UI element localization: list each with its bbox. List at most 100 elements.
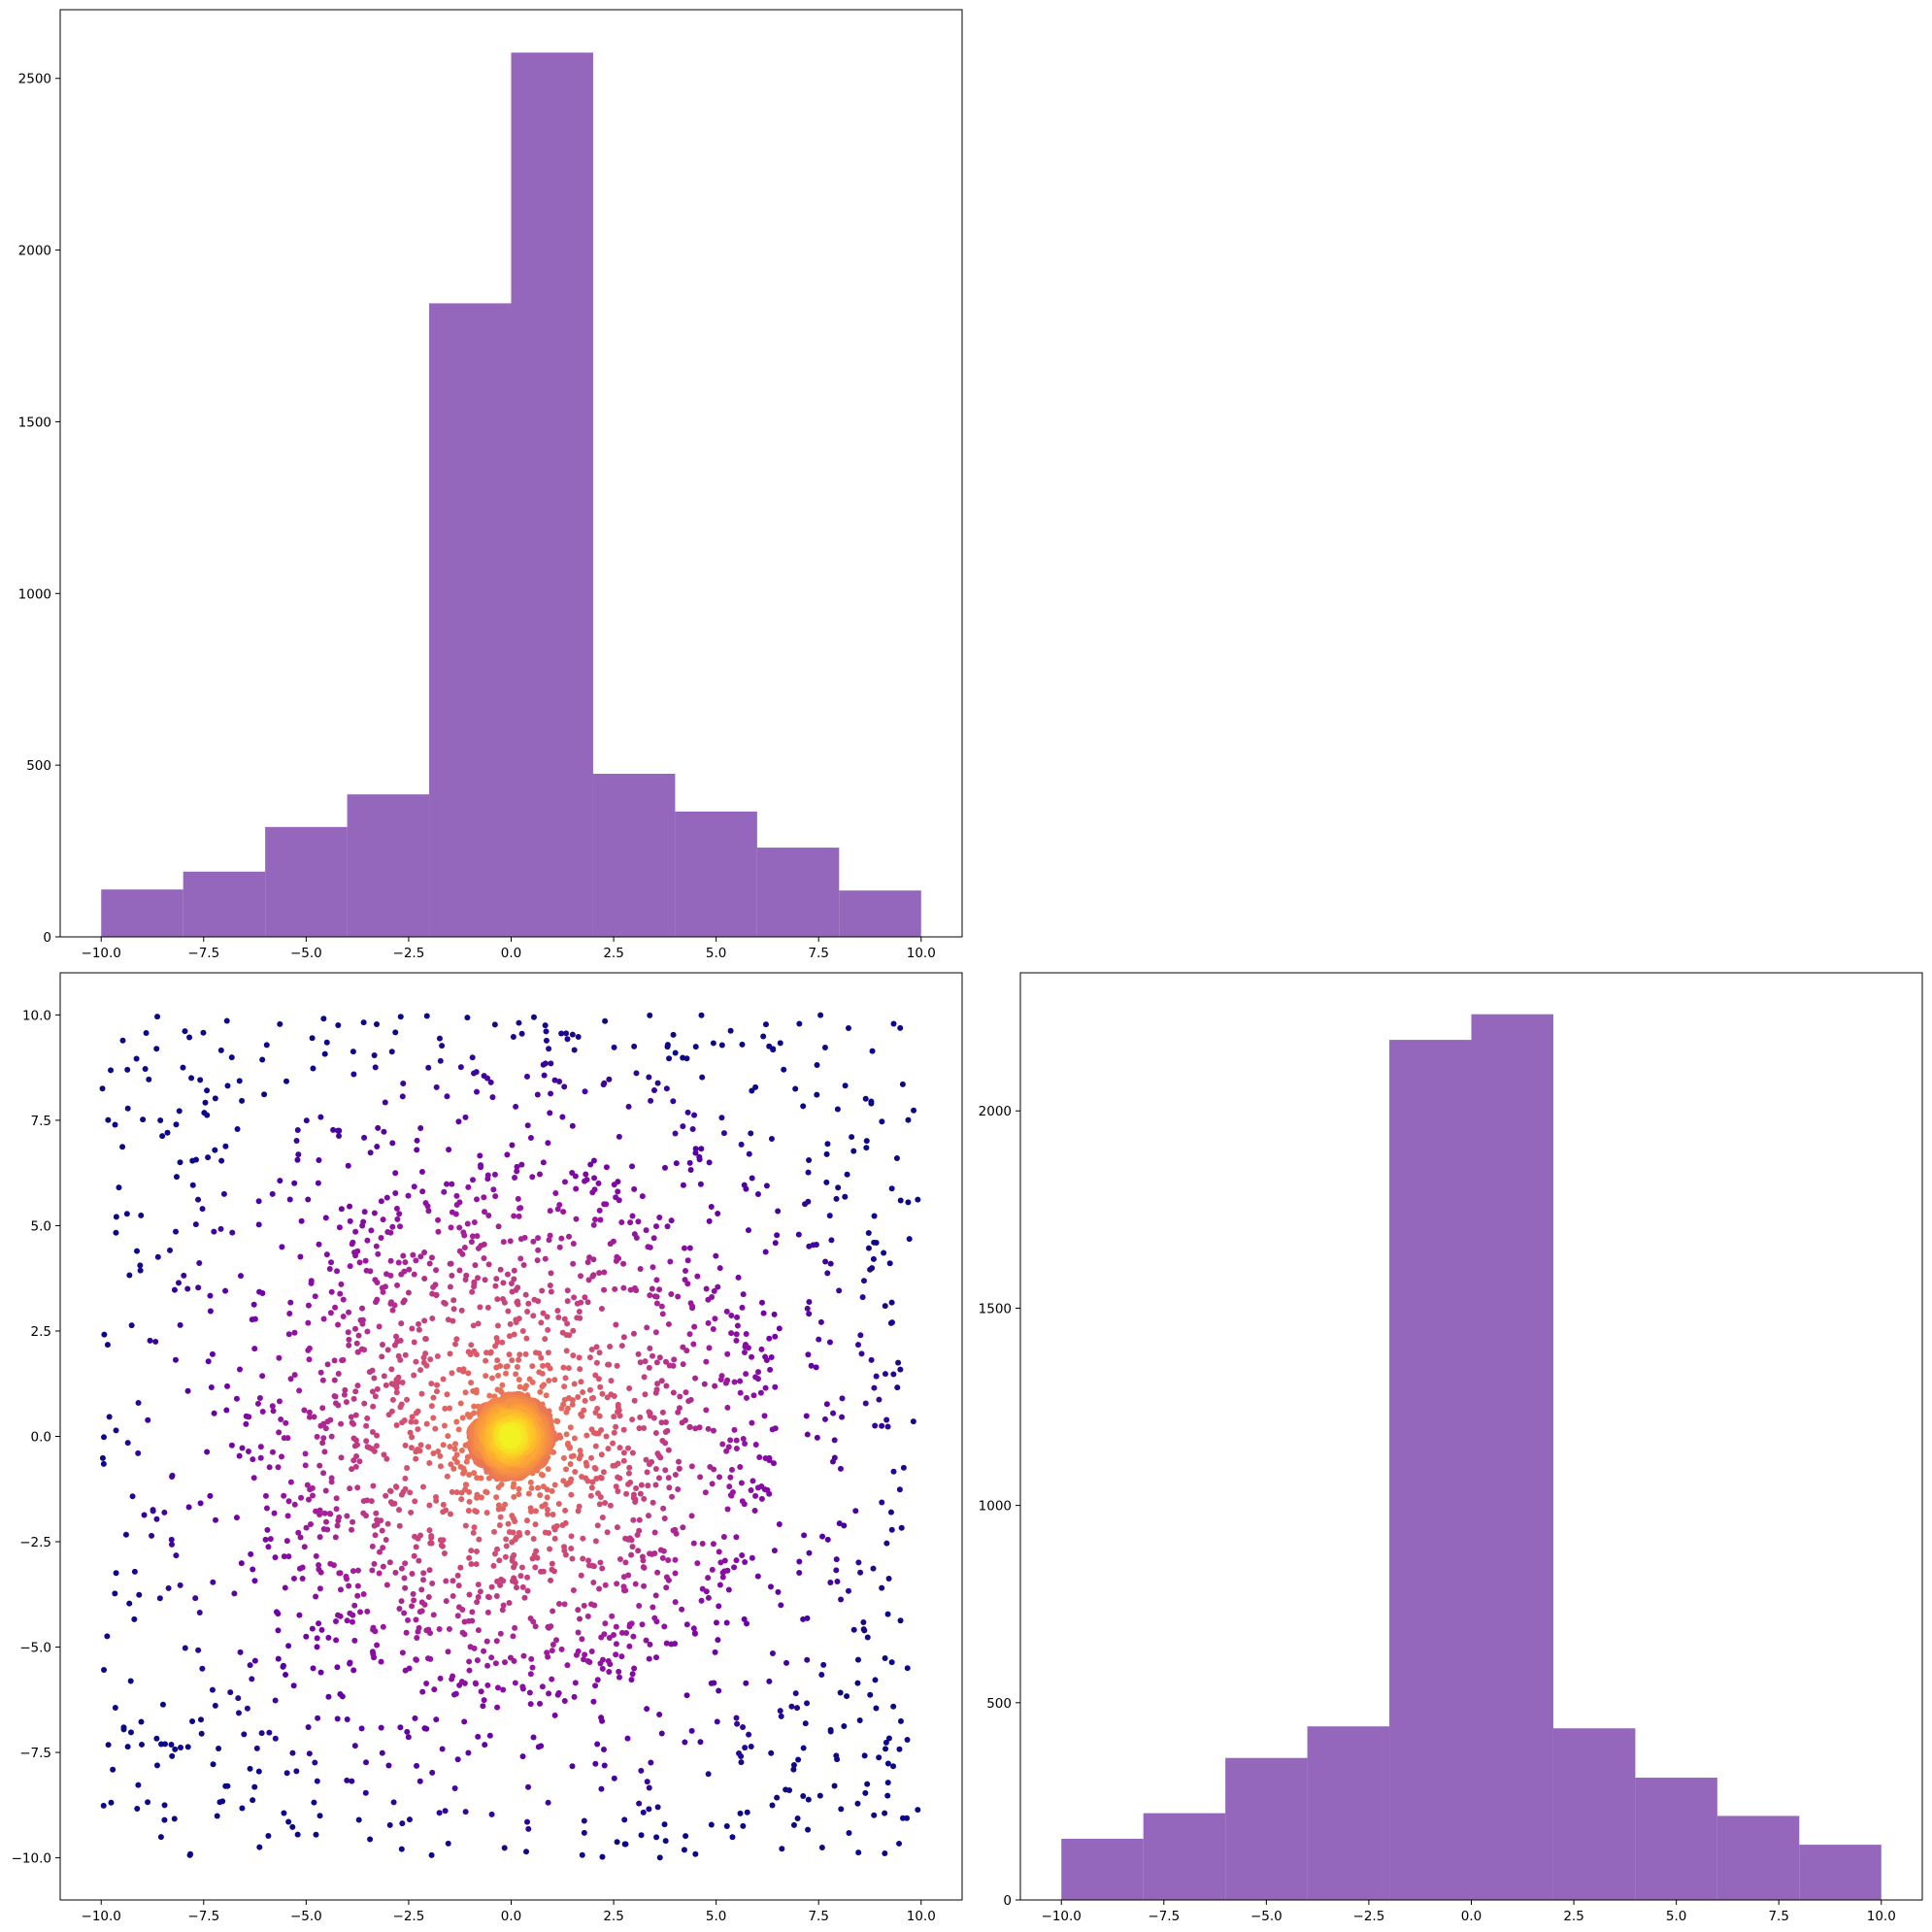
scatter-point — [631, 1665, 638, 1672]
scatter-point — [340, 1356, 347, 1363]
scatter-point — [635, 1218, 642, 1225]
scatter-point — [817, 1012, 824, 1018]
scatter-point — [778, 1602, 784, 1609]
scatter-point — [675, 1409, 682, 1416]
scatter-point — [763, 1183, 770, 1189]
scatter-point — [491, 1021, 498, 1028]
scatter-point — [382, 1099, 388, 1106]
scatter-point — [672, 1556, 679, 1563]
scatter-point — [762, 1249, 769, 1255]
scatter-point — [520, 1652, 527, 1659]
scatter-point — [254, 1400, 261, 1407]
scatter-point — [790, 1821, 797, 1828]
scatter-point — [332, 1393, 339, 1400]
scatter-point — [466, 1658, 473, 1665]
scatter-point — [645, 1482, 651, 1489]
scatter-point — [845, 1024, 851, 1031]
scatter-point — [586, 1354, 593, 1361]
scatter-point — [474, 1233, 481, 1240]
scatter-point — [372, 1393, 379, 1400]
scatter-point — [266, 1729, 273, 1736]
scatter-point — [496, 1522, 503, 1529]
scatter-point — [522, 1350, 529, 1357]
histogram-bar — [1471, 1014, 1553, 1900]
scatter-point — [800, 1103, 807, 1110]
scatter-point — [581, 1829, 587, 1836]
scatter-point — [545, 1326, 551, 1333]
scatter-point — [353, 1442, 360, 1449]
scatter-point — [723, 1619, 730, 1626]
scatter-point — [351, 1602, 358, 1609]
scatter-point — [302, 1462, 309, 1469]
scatter-point — [514, 1168, 520, 1175]
scatter-point — [506, 1600, 513, 1607]
scatter-point — [129, 1493, 136, 1500]
scatter-point — [384, 1520, 391, 1527]
scatter-point — [654, 1804, 661, 1811]
scatter-point — [794, 1705, 801, 1712]
scatter-point — [904, 1665, 911, 1672]
scatter-point — [452, 1211, 459, 1217]
scatter-point — [588, 1426, 595, 1433]
scatter-point — [335, 1022, 342, 1029]
histogram-bar — [347, 794, 430, 937]
scatter-point — [897, 1197, 904, 1204]
scatter-point — [558, 1235, 565, 1242]
scatter-point — [503, 1543, 510, 1549]
scatter-point — [734, 1314, 741, 1320]
scatter-point — [322, 1425, 329, 1432]
scatter-point — [805, 1796, 812, 1803]
scatter-point — [419, 1688, 426, 1695]
scatter-point — [588, 1648, 595, 1654]
scatter-point — [321, 1449, 328, 1455]
scatter-point — [423, 1013, 430, 1019]
scatter-point — [579, 1474, 585, 1481]
scatter-point — [484, 1609, 491, 1616]
scatter-point — [710, 1541, 716, 1548]
scatter-point — [538, 1568, 545, 1575]
scatter-point — [905, 1116, 912, 1123]
scatter-point — [113, 1214, 119, 1220]
scatter-point — [582, 1294, 588, 1301]
scatter-point — [316, 1241, 322, 1248]
scatter-point — [406, 1816, 413, 1823]
scatter-point — [497, 1266, 504, 1273]
x-tick-label: 0.0 — [501, 1909, 521, 1924]
scatter-point — [529, 1664, 536, 1671]
scatter-point — [432, 1493, 439, 1500]
scatter-point — [518, 1161, 525, 1168]
scatter-point — [243, 1420, 250, 1427]
scatter-point — [664, 1044, 671, 1050]
scatter-point — [363, 1759, 370, 1766]
scatter-point — [683, 1389, 689, 1396]
scatter-point — [767, 1366, 774, 1373]
scatter-point — [281, 1553, 287, 1560]
histogram-bar — [511, 52, 593, 938]
scatter-point — [649, 1285, 655, 1292]
scatter-point — [550, 1642, 556, 1649]
scatter-point — [628, 1677, 635, 1683]
scatter-point — [749, 1478, 756, 1484]
scatter-point — [458, 1679, 465, 1685]
scatter-point — [299, 1576, 306, 1582]
scatter-point — [354, 1349, 361, 1355]
scatter-point — [405, 1734, 412, 1741]
scatter-point — [345, 1329, 351, 1336]
scatter-point — [592, 1409, 599, 1416]
scatter-point — [409, 1325, 416, 1332]
scatter-point — [239, 1097, 246, 1104]
scatter-point — [540, 1362, 547, 1369]
scatter-point — [728, 1466, 735, 1473]
scatter-point — [295, 1151, 302, 1158]
scatter-point — [575, 1394, 582, 1401]
scatter-point — [508, 1281, 515, 1287]
scatter-point — [594, 1741, 601, 1748]
scatter-point — [722, 1380, 729, 1386]
scatter-point — [733, 1331, 740, 1338]
scatter-point — [349, 1618, 355, 1625]
scatter-point — [602, 1582, 609, 1588]
scatter-point — [495, 1372, 502, 1379]
scatter-point — [375, 1124, 382, 1131]
scatter-point — [493, 1364, 500, 1371]
scatter-point — [795, 1231, 802, 1238]
